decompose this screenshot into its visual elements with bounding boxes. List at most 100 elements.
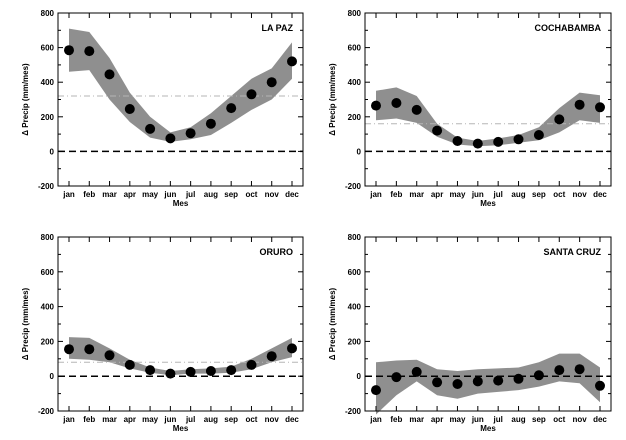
x-tick-label: jul (185, 190, 195, 199)
x-tick-label: jan (62, 415, 75, 424)
x-tick-label: may (449, 415, 466, 424)
x-tick-label: dec (285, 190, 299, 199)
x-tick-label: jun (471, 190, 484, 199)
data-point-dec (595, 380, 605, 391)
y-tick-label: -200 (38, 182, 55, 191)
x-tick-label: mar (102, 415, 117, 424)
data-point-jun (472, 376, 483, 387)
data-point-nov (574, 364, 585, 375)
data-point-sep (226, 103, 237, 114)
data-point-aug (205, 118, 216, 129)
x-tick-label: oct (553, 190, 565, 199)
data-point-nov (266, 77, 277, 88)
x-tick-label: jun (163, 190, 176, 199)
x-tick-label: feb (83, 415, 95, 424)
data-point-may (145, 123, 156, 134)
x-tick-label: feb (390, 190, 402, 199)
data-point-sep (533, 130, 544, 140)
y-tick-label: 200 (348, 337, 362, 346)
x-tick-label: dec (593, 190, 607, 199)
x-tick-label: nov (265, 415, 280, 424)
data-point-nov (574, 99, 585, 110)
uncertainty-band (69, 28, 292, 142)
data-point-jun (165, 368, 176, 379)
x-tick-label: jun (163, 415, 176, 424)
y-axis-title: Δ Precip (mm/mes) (21, 287, 30, 360)
data-point-aug (513, 373, 524, 384)
y-tick-label: -200 (345, 407, 362, 416)
panel-title: LA PAZ (262, 23, 294, 33)
data-point-dec (595, 102, 605, 113)
y-tick-label: 0 (357, 372, 362, 381)
data-point-feb (391, 372, 402, 383)
data-point-mar (411, 104, 422, 115)
data-point-jan (371, 385, 381, 396)
y-tick-label: 400 (41, 78, 55, 87)
data-point-dec (287, 56, 297, 67)
data-point-oct (246, 359, 257, 370)
x-tick-label: apr (124, 415, 136, 424)
y-tick-label: 600 (41, 44, 55, 53)
y-tick-label: 400 (348, 78, 362, 87)
x-tick-label: aug (204, 190, 218, 199)
data-point-apr (124, 359, 135, 370)
panel-3: -200 0 200 400 600 800 jan feb mar apr may jun jul au… (328, 233, 612, 433)
y-axis-title: Δ Precip (mm/mes) (21, 63, 30, 136)
uncertainty-band (376, 87, 600, 147)
x-tick-label: sep (224, 190, 238, 199)
data-point-may (145, 365, 156, 376)
y-tick-label: 800 (348, 9, 362, 18)
data-point-apr (124, 104, 135, 114)
x-axis-title: Mes (173, 424, 189, 433)
y-axis-title: Δ Precip (mm/mes) (328, 287, 337, 360)
y-tick-label: 200 (41, 337, 55, 346)
data-point-may (452, 379, 463, 389)
y-tick-label: 200 (41, 113, 55, 122)
data-point-oct (554, 365, 565, 376)
panel-1: -200 0 200 400 600 800 jan feb mar apr may jun jul au… (328, 9, 612, 208)
data-point-nov (266, 351, 277, 362)
x-tick-label: jan (62, 190, 75, 199)
x-tick-label: mar (409, 190, 424, 199)
y-tick-label: 0 (357, 147, 362, 156)
y-tick-label: 200 (348, 113, 362, 122)
data-point-jul (493, 375, 504, 386)
panel-0: -200 0 200 400 600 800 jan feb mar apr may jun jul au… (21, 9, 304, 208)
data-point-jul (185, 366, 196, 377)
uncertainty-band (376, 353, 600, 415)
data-point-aug (205, 366, 216, 376)
x-tick-label: oct (553, 415, 565, 424)
panel-title: ORURO (260, 247, 294, 257)
x-tick-label: apr (124, 190, 136, 199)
x-axis-title: Mes (480, 199, 496, 208)
data-point-mar (411, 366, 422, 377)
x-tick-label: mar (102, 190, 117, 199)
data-point-jan (64, 45, 74, 56)
x-tick-label: jul (185, 415, 195, 424)
data-point-feb (84, 46, 95, 57)
x-tick-label: sep (224, 415, 238, 424)
y-axis-title: Δ Precip (mm/mes) (328, 63, 337, 136)
x-tick-label: aug (204, 415, 218, 424)
x-tick-label: nov (573, 190, 588, 199)
data-point-mar (104, 350, 115, 361)
x-tick-label: apr (431, 415, 443, 424)
x-tick-label: nov (573, 415, 588, 424)
data-point-feb (391, 98, 402, 108)
y-tick-label: 800 (348, 233, 362, 242)
data-point-dec (287, 343, 297, 354)
x-tick-label: mar (409, 415, 424, 424)
data-point-jun (472, 138, 483, 149)
data-point-mar (104, 69, 115, 80)
y-tick-label: 800 (41, 233, 55, 242)
y-tick-label: 400 (41, 303, 55, 312)
x-tick-label: jun (471, 415, 484, 424)
y-tick-label: 0 (50, 147, 55, 156)
data-point-may (452, 136, 463, 146)
data-point-jun (165, 133, 176, 144)
x-axis-title: Mes (173, 199, 189, 208)
plot-frame (57, 236, 304, 412)
data-point-apr (432, 377, 443, 388)
x-tick-label: may (142, 190, 159, 199)
